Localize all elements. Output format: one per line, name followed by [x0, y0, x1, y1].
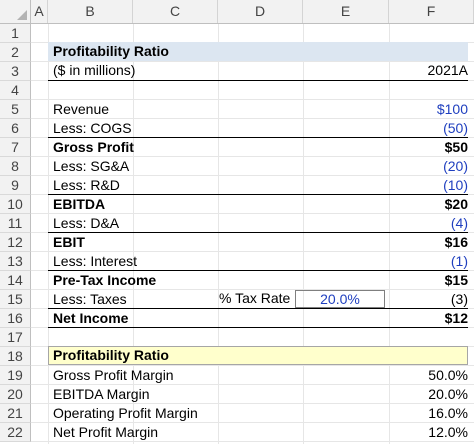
ratio-header-band	[48, 346, 468, 365]
row-header-5[interactable]: 5	[0, 100, 31, 119]
row-header-15[interactable]: 15	[0, 290, 31, 309]
line-item-value[interactable]: (50)	[443, 120, 468, 136]
line-item-label[interactable]: Pre-Tax Income	[53, 272, 157, 288]
line-item-label[interactable]: Less: R&D	[53, 177, 120, 193]
row-header-2[interactable]: 2	[0, 43, 31, 62]
gridline	[31, 118, 474, 119]
tax-rate-input[interactable]: 20.0%	[295, 290, 385, 308]
line-item-label[interactable]: EBIT	[53, 234, 85, 250]
row-header-12[interactable]: 12	[0, 233, 31, 252]
row-header-4[interactable]: 4	[0, 81, 31, 100]
ratio-value[interactable]: 50.0%	[428, 367, 468, 383]
units-label[interactable]: ($ in millions)	[53, 62, 136, 78]
section-title[interactable]: Profitability Ratio	[53, 43, 169, 59]
row-header-1[interactable]: 1	[0, 24, 31, 43]
ratio-label[interactable]: Operating Profit Margin	[53, 405, 198, 421]
subtotal-divider	[48, 194, 468, 195]
column-header-e[interactable]: E	[303, 0, 389, 23]
line-item-label[interactable]: Less: COGS	[53, 120, 132, 136]
year-label[interactable]: 2021A	[427, 62, 468, 78]
subtotal-divider	[48, 137, 468, 138]
ratio-label[interactable]: EBITDA Margin	[53, 386, 150, 402]
gridline	[31, 175, 474, 176]
row-header-11[interactable]: 11	[0, 214, 31, 233]
row-header-7[interactable]: 7	[0, 138, 31, 157]
row-header-9[interactable]: 9	[0, 176, 31, 195]
line-item-value[interactable]: (4)	[450, 215, 468, 231]
line-item-label[interactable]: Net Income	[53, 310, 129, 326]
column-header-b[interactable]: B	[48, 0, 133, 23]
line-item-value[interactable]: (1)	[450, 253, 468, 269]
column-header-d[interactable]: D	[218, 0, 303, 23]
line-item-label[interactable]: Less: D&A	[53, 215, 120, 231]
gridline	[31, 441, 474, 442]
divider	[48, 80, 468, 81]
row-header-8[interactable]: 8	[0, 157, 31, 176]
row-header-18[interactable]: 18	[0, 347, 31, 366]
ratio-section-title[interactable]: Profitability Ratio	[53, 347, 169, 363]
row-header-16[interactable]: 16	[0, 309, 31, 328]
row-header-19[interactable]: 19	[0, 366, 31, 385]
line-item-value[interactable]: $100	[436, 101, 468, 117]
column-header-row	[0, 0, 474, 24]
ratio-label[interactable]: Net Profit Margin	[53, 424, 159, 440]
subtotal-divider	[48, 308, 468, 309]
divider	[48, 327, 468, 328]
line-item-value[interactable]: $20	[444, 196, 468, 212]
row-header-10[interactable]: 10	[0, 195, 31, 214]
row-header-17[interactable]: 17	[0, 328, 31, 347]
gridline	[31, 99, 474, 100]
row-header-14[interactable]: 14	[0, 271, 31, 290]
gridline	[31, 289, 474, 290]
column-header-c[interactable]: C	[133, 0, 218, 23]
row-header-20[interactable]: 20	[0, 385, 31, 404]
line-item-label[interactable]: Less: Interest	[53, 253, 138, 269]
section-header-band	[48, 42, 468, 61]
line-item-value[interactable]: (20)	[443, 158, 468, 174]
line-item-value[interactable]: (10)	[443, 177, 468, 193]
line-item-label[interactable]: Gross Profit	[53, 139, 134, 155]
gridline	[303, 24, 304, 444]
gridline	[133, 24, 134, 444]
gridline	[389, 24, 390, 444]
row-header-13[interactable]: 13	[0, 252, 31, 271]
subtotal-divider	[48, 270, 468, 271]
select-all-icon	[17, 10, 27, 20]
line-item-label[interactable]: EBITDA	[53, 196, 106, 212]
select-all-corner[interactable]	[0, 0, 31, 23]
line-item-label[interactable]: Less: SG&A	[53, 158, 130, 174]
ratio-value[interactable]: 16.0%	[428, 405, 468, 421]
row-header-21[interactable]: 21	[0, 404, 31, 423]
line-item-label[interactable]: Revenue	[53, 101, 110, 117]
line-item-value[interactable]: $16	[444, 234, 468, 250]
line-item-value[interactable]: $12	[444, 310, 468, 326]
gridline	[31, 156, 474, 157]
tax-rate-label[interactable]: % Tax Rate	[219, 290, 291, 306]
column-header-f[interactable]: F	[389, 0, 474, 23]
ratio-value[interactable]: 12.0%	[428, 424, 468, 440]
gridline	[31, 422, 474, 423]
gridline	[218, 24, 219, 444]
column-header-a[interactable]: A	[31, 0, 48, 23]
line-item-value[interactable]: $50	[444, 139, 468, 155]
gridline	[31, 403, 474, 404]
gridline	[31, 251, 474, 252]
gridline	[31, 61, 474, 62]
line-item-label[interactable]: Less: Taxes	[53, 291, 127, 307]
row-header-22[interactable]: 22	[0, 423, 31, 442]
gridline	[48, 24, 49, 444]
line-item-value[interactable]: $15	[444, 272, 468, 288]
row-header-3[interactable]: 3	[0, 62, 31, 81]
subtotal-divider	[48, 232, 468, 233]
gridline	[31, 365, 474, 366]
line-item-value[interactable]: (3)	[450, 291, 468, 307]
gridline	[31, 213, 474, 214]
row-header-6[interactable]: 6	[0, 119, 31, 138]
ratio-label[interactable]: Gross Profit Margin	[53, 367, 174, 383]
gridline	[31, 384, 474, 385]
ratio-value[interactable]: 20.0%	[428, 386, 468, 402]
